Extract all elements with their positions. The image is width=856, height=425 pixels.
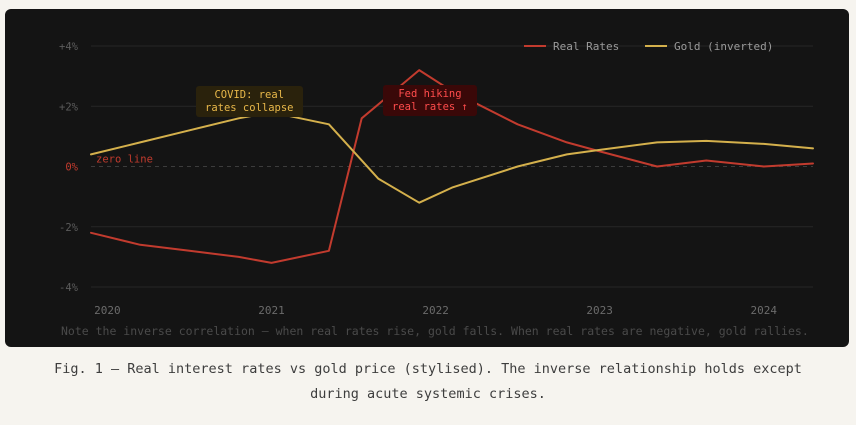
annotation-fed: Fed hiking real rates ↑ <box>383 85 477 116</box>
annotation-covid-line1: COVID: real <box>214 89 285 101</box>
line-chart: +4% +2% 0% -2% -4% 2020 2021 2022 2023 2024 zero l… <box>59 40 814 317</box>
y-tick-label: -4% <box>59 282 79 294</box>
x-tick-label: 2020 <box>94 304 121 317</box>
x-tick-label: 2024 <box>751 304 778 317</box>
chart-note: Note the inverse correlation — when real… <box>61 324 809 338</box>
chart-panel: +4% +2% 0% -2% -4% 2020 2021 2022 2023 2024 zero l… <box>5 9 849 347</box>
x-tick-label: 2022 <box>422 304 449 317</box>
y-tick-label: 0% <box>65 162 78 174</box>
legend-label-real-rates: Real Rates <box>553 40 619 53</box>
y-tick-label: +2% <box>59 101 79 113</box>
series-gold-line <box>90 111 814 204</box>
y-tick-label: +4% <box>59 41 79 53</box>
series-real-rates-line <box>90 69 814 264</box>
figure-caption: Fig. 1 — Real interest rates vs gold pri… <box>0 357 856 407</box>
annotation-covid: COVID: real rates collapse <box>196 86 303 117</box>
annotation-fed-line2: real rates ↑ <box>392 100 468 113</box>
x-tick-label: 2021 <box>258 304 285 317</box>
legend-label-gold: Gold (inverted) <box>674 40 773 53</box>
y-tick-label: -2% <box>59 222 79 234</box>
annotation-covid-line2: rates collapse <box>205 101 294 114</box>
annotation-zero-line: zero line <box>96 154 153 166</box>
x-tick-label: 2023 <box>586 304 613 317</box>
annotation-fed-line1: Fed hiking <box>398 88 462 100</box>
caption-line-1: Fig. 1 — Real interest rates vs gold pri… <box>54 361 802 377</box>
caption-line-2: during acute systemic crises. <box>310 386 546 402</box>
